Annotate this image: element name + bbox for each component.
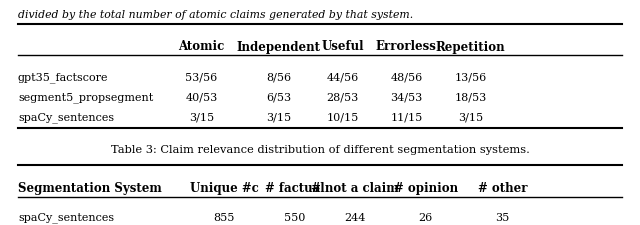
Text: Atomic: Atomic [179,40,225,54]
Text: Useful: Useful [321,40,364,54]
Text: 855: 855 [213,213,235,223]
Text: 53/56: 53/56 [186,72,218,82]
Text: Independent: Independent [236,40,321,54]
Text: # opinion: # opinion [394,182,458,195]
Text: spaCy_sentences: spaCy_sentences [18,213,114,223]
Text: 3/15: 3/15 [189,112,214,122]
Text: Table 3: Claim relevance distribution of different segmentation systems.: Table 3: Claim relevance distribution of… [111,145,529,155]
Text: 3/15: 3/15 [266,112,291,122]
Text: Segmentation System: Segmentation System [18,182,162,195]
Text: # other: # other [477,182,527,195]
Text: 6/53: 6/53 [266,92,291,102]
Text: 28/53: 28/53 [326,92,358,102]
Text: 44/56: 44/56 [326,72,358,82]
Text: spaCy_sentences: spaCy_sentences [18,112,114,123]
Text: # factual: # factual [264,182,324,195]
Text: 35: 35 [495,213,509,223]
Text: 40/53: 40/53 [186,92,218,102]
Text: 13/56: 13/56 [454,72,486,82]
Text: gpt35_factscore: gpt35_factscore [18,72,108,83]
Text: Unique #c: Unique #c [189,182,259,195]
Text: 550: 550 [284,213,305,223]
Text: 8/56: 8/56 [266,72,291,82]
Text: Errorless: Errorless [376,40,437,54]
Text: Repetition: Repetition [436,40,505,54]
Text: 10/15: 10/15 [326,112,358,122]
Text: # not a claim: # not a claim [312,182,399,195]
Text: divided by the total number of atomic claims generated by that system.: divided by the total number of atomic cl… [18,10,413,20]
Text: segment5_propsegment: segment5_propsegment [18,92,153,103]
Text: 34/53: 34/53 [390,92,422,102]
Text: 26: 26 [419,213,433,223]
Text: 11/15: 11/15 [390,112,422,122]
Text: 3/15: 3/15 [458,112,483,122]
Text: 18/53: 18/53 [454,92,486,102]
Text: 48/56: 48/56 [390,72,422,82]
Text: 244: 244 [344,213,366,223]
